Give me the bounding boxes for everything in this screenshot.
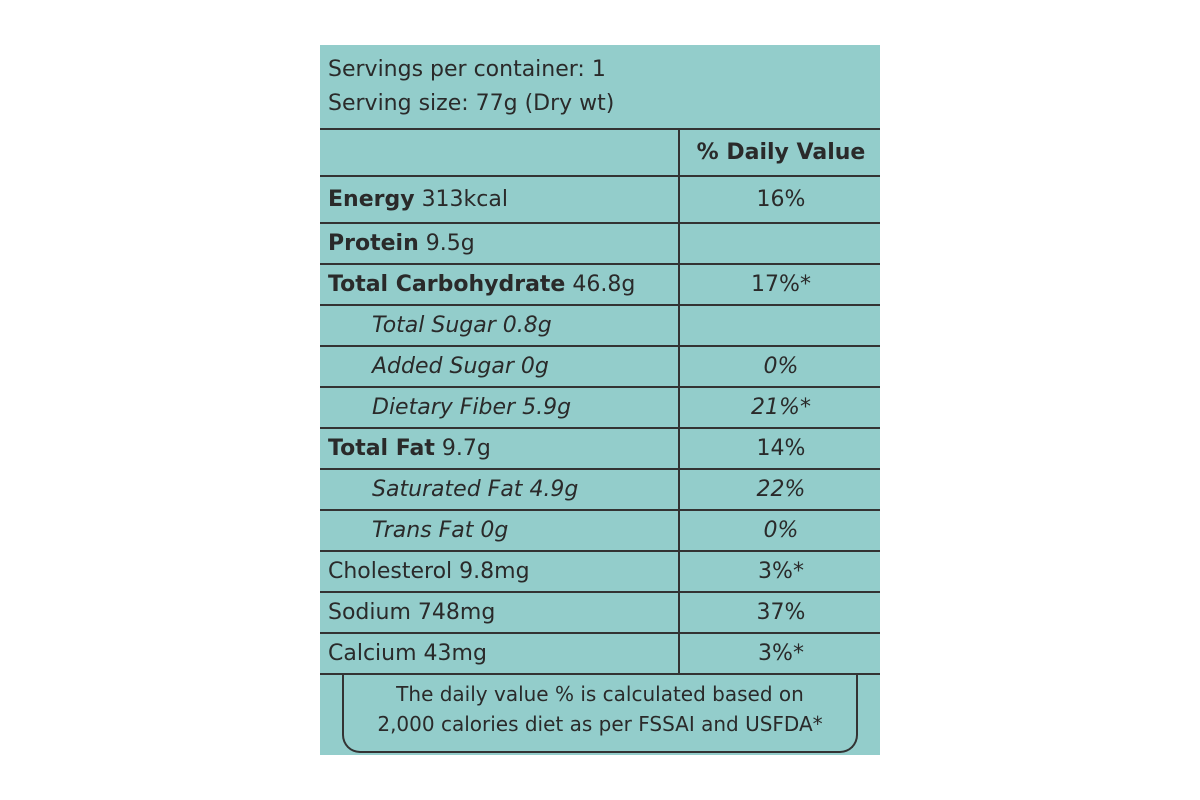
nutrient-amount: 0g [480, 518, 509, 543]
servings: Servings per container: 1 [328, 57, 606, 82]
footnote: The daily value % is calculated based on… [342, 673, 858, 753]
nutrient-cell: Dietary Fiber 5.9g [328, 388, 712, 427]
gap [435, 436, 442, 461]
gap [565, 272, 572, 297]
daily-value: 3%* [758, 641, 804, 666]
daily-value-cell: 0% [678, 347, 882, 386]
gap [419, 231, 426, 256]
daily-value: 0% [763, 354, 799, 379]
nutrient-name: Added Sugar [372, 354, 514, 379]
nutrient-row: Total Fat 9.7g 14% [320, 427, 880, 468]
nutrient-cell: Total Fat 9.7g [328, 429, 668, 468]
nutrient-name: Trans Fat [372, 518, 474, 543]
nutrient-amount: 9.5g [425, 231, 475, 256]
daily-value-cell: 22% [678, 470, 882, 509]
nutrient-amount: 748mg [417, 600, 496, 625]
daily-value: 17%* [751, 272, 811, 297]
column-header: % Daily Value [678, 130, 882, 175]
nutrient-row: Saturated Fat 4.9g 22% [320, 468, 880, 509]
daily-value-cell: 0% [678, 511, 882, 550]
gap [473, 518, 480, 543]
daily-value-cell: 3%* [678, 552, 882, 591]
nutrient-row: Sodium 748mg 37% [320, 591, 880, 632]
daily-value: 14% [756, 436, 806, 461]
gap [415, 187, 422, 212]
daily-value: 16% [756, 187, 806, 212]
gap [496, 313, 503, 338]
daily-value-cell: 17%* [678, 265, 882, 304]
daily-value-cell: 21%* [678, 388, 882, 427]
nutrient-row: Protein 9.5g [320, 222, 880, 263]
nutrient-row: Dietary Fiber 5.9g 21%* [320, 386, 880, 427]
nutrient-cell: Energy 313kcal [328, 177, 668, 222]
nutrient-cell: Total Carbohydrate 46.8g [328, 265, 668, 304]
gap [515, 395, 522, 420]
daily-value: 22% [756, 477, 806, 502]
daily-value-cell: 14% [678, 429, 882, 468]
footnote-line: The daily value % is calculated based on [396, 682, 804, 706]
nutrient-name: Cholesterol [328, 559, 453, 584]
daily-value-cell: 16% [678, 177, 882, 222]
gap [452, 559, 459, 584]
nutrient-name: Protein [328, 231, 419, 256]
nutrient-name: Calcium [328, 641, 417, 666]
nutrient-amount: 0g [520, 354, 549, 379]
nutrient-name: Dietary Fiber [372, 395, 516, 420]
gap [417, 641, 424, 666]
nutrient-name: Saturated Fat [372, 477, 523, 502]
nutrient-cell: Protein 9.5g [328, 224, 668, 263]
nutrient-name: Sodium [328, 600, 411, 625]
daily-value: 37% [756, 600, 806, 625]
daily-value: 21%* [751, 395, 811, 420]
nutrient-name: Total Fat [328, 436, 435, 461]
nutrient-amount: 4.9g [529, 477, 579, 502]
nutrient-cell: Trans Fat 0g [328, 511, 712, 550]
nutrient-row: Total Sugar 0.8g [320, 304, 880, 345]
nutrient-row: Calcium 43mg 3%* [320, 632, 880, 673]
footnote-line: 2,000 calories diet as per FSSAI and USF… [377, 712, 823, 736]
daily-value: 0% [763, 518, 799, 543]
nutrient-row: Total Carbohydrate 46.8g 17%* [320, 263, 880, 304]
nutrient-cell: Added Sugar 0g [328, 347, 712, 386]
nutrient-amount: 5.9g [522, 395, 572, 420]
nutrient-row: Added Sugar 0g 0% [320, 345, 880, 386]
nutrient-cell: Calcium 43mg [328, 634, 668, 673]
nutrition-label: Servings per container: 1 Serving size: … [320, 45, 880, 755]
nutrient-name: Total Sugar [372, 313, 496, 338]
daily-value-cell [678, 224, 882, 263]
nutrient-amount: 46.8g [572, 272, 636, 297]
nutrient-cell: Cholesterol 9.8mg [328, 552, 668, 591]
nutrient-name: Energy [328, 187, 415, 212]
nutrient-amount: 43mg [423, 641, 487, 666]
nutrient-row: Trans Fat 0g 0% [320, 509, 880, 550]
daily-value: 3%* [758, 559, 804, 584]
header-row: % Daily Value [320, 128, 880, 175]
nutrient-amount: 9.7g [441, 436, 491, 461]
gap [411, 600, 418, 625]
nutrient-row: Energy 313kcal 16% [320, 175, 880, 222]
nutrient-name: Total Carbohydrate [328, 272, 566, 297]
nutrient-cell: Sodium 748mg [328, 593, 668, 632]
gap [522, 477, 529, 502]
nutrient-row: Cholesterol 9.8mg 3%* [320, 550, 880, 591]
daily-value-cell [678, 306, 882, 345]
nutrient-amount: 9.8mg [459, 559, 530, 584]
daily-value-cell: 3%* [678, 634, 882, 673]
serving-size: Serving size: 77g (Dry wt) [328, 91, 615, 116]
nutrient-amount: 313kcal [421, 187, 508, 212]
gap [514, 354, 521, 379]
nutrient-cell: Total Sugar 0.8g [328, 306, 712, 345]
nutrient-amount: 0.8g [502, 313, 552, 338]
table-end [320, 673, 880, 675]
daily-value-cell: 37% [678, 593, 882, 632]
nutrient-cell: Saturated Fat 4.9g [328, 470, 712, 509]
